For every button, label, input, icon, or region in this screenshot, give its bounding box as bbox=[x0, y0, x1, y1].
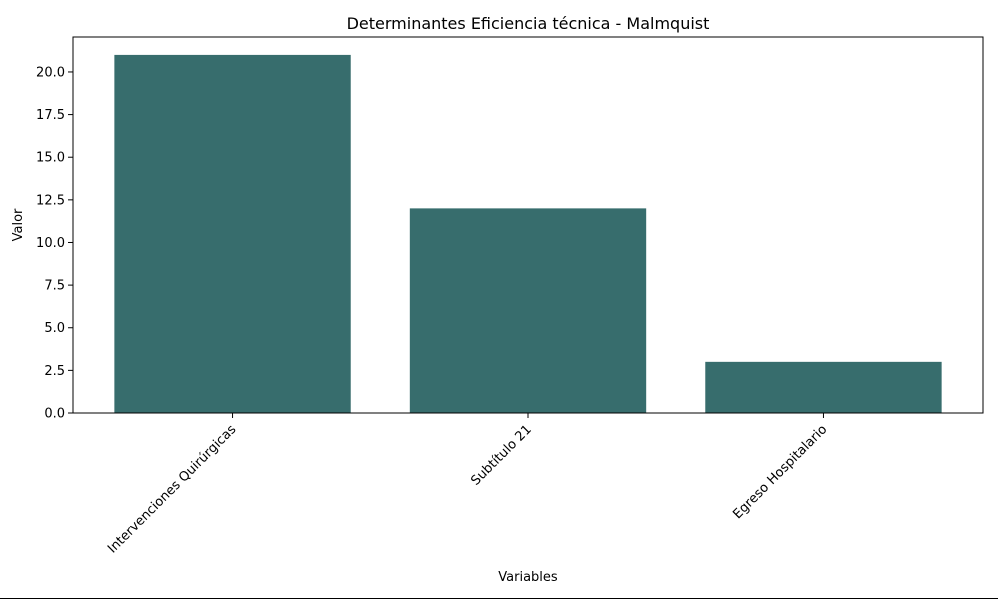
bar bbox=[409, 208, 647, 413]
y-tick-label: 15.0 bbox=[36, 151, 65, 166]
y-tick-label: 7.5 bbox=[44, 279, 65, 294]
y-tick-label: 17.5 bbox=[36, 108, 65, 123]
y-tick-label: 2.5 bbox=[44, 364, 65, 379]
plot-frame bbox=[72, 36, 984, 414]
y-tick-label: 0.0 bbox=[44, 407, 65, 422]
x-tick-label: Subtítulo 21 bbox=[468, 422, 534, 488]
x-tick-label: Egreso Hospitalario bbox=[730, 422, 830, 522]
y-tick-label: 10.0 bbox=[36, 236, 65, 251]
x-tick-label: Intervenciones Quirúrgicas bbox=[105, 422, 239, 556]
y-tick-label: 5.0 bbox=[44, 321, 65, 336]
bars bbox=[114, 54, 942, 414]
chart-title: Determinantes Eficiencia técnica - Malmq… bbox=[347, 14, 710, 33]
bottom-rule bbox=[0, 598, 998, 599]
bar bbox=[705, 361, 942, 413]
y-axis-ticks: 0.0 2.5 5.0 7.5 10.0 12.5 15.0 17.5 20.0 bbox=[36, 65, 73, 422]
x-axis-label: Variables bbox=[498, 570, 558, 585]
y-axis-label: Valor bbox=[11, 208, 26, 241]
y-tick-label: 20.0 bbox=[36, 65, 65, 80]
x-axis-ticks: Intervenciones Quirúrgicas Subtítulo 21 Eg… bbox=[105, 413, 830, 556]
y-tick-label: 12.5 bbox=[36, 193, 65, 208]
bar bbox=[114, 54, 351, 414]
